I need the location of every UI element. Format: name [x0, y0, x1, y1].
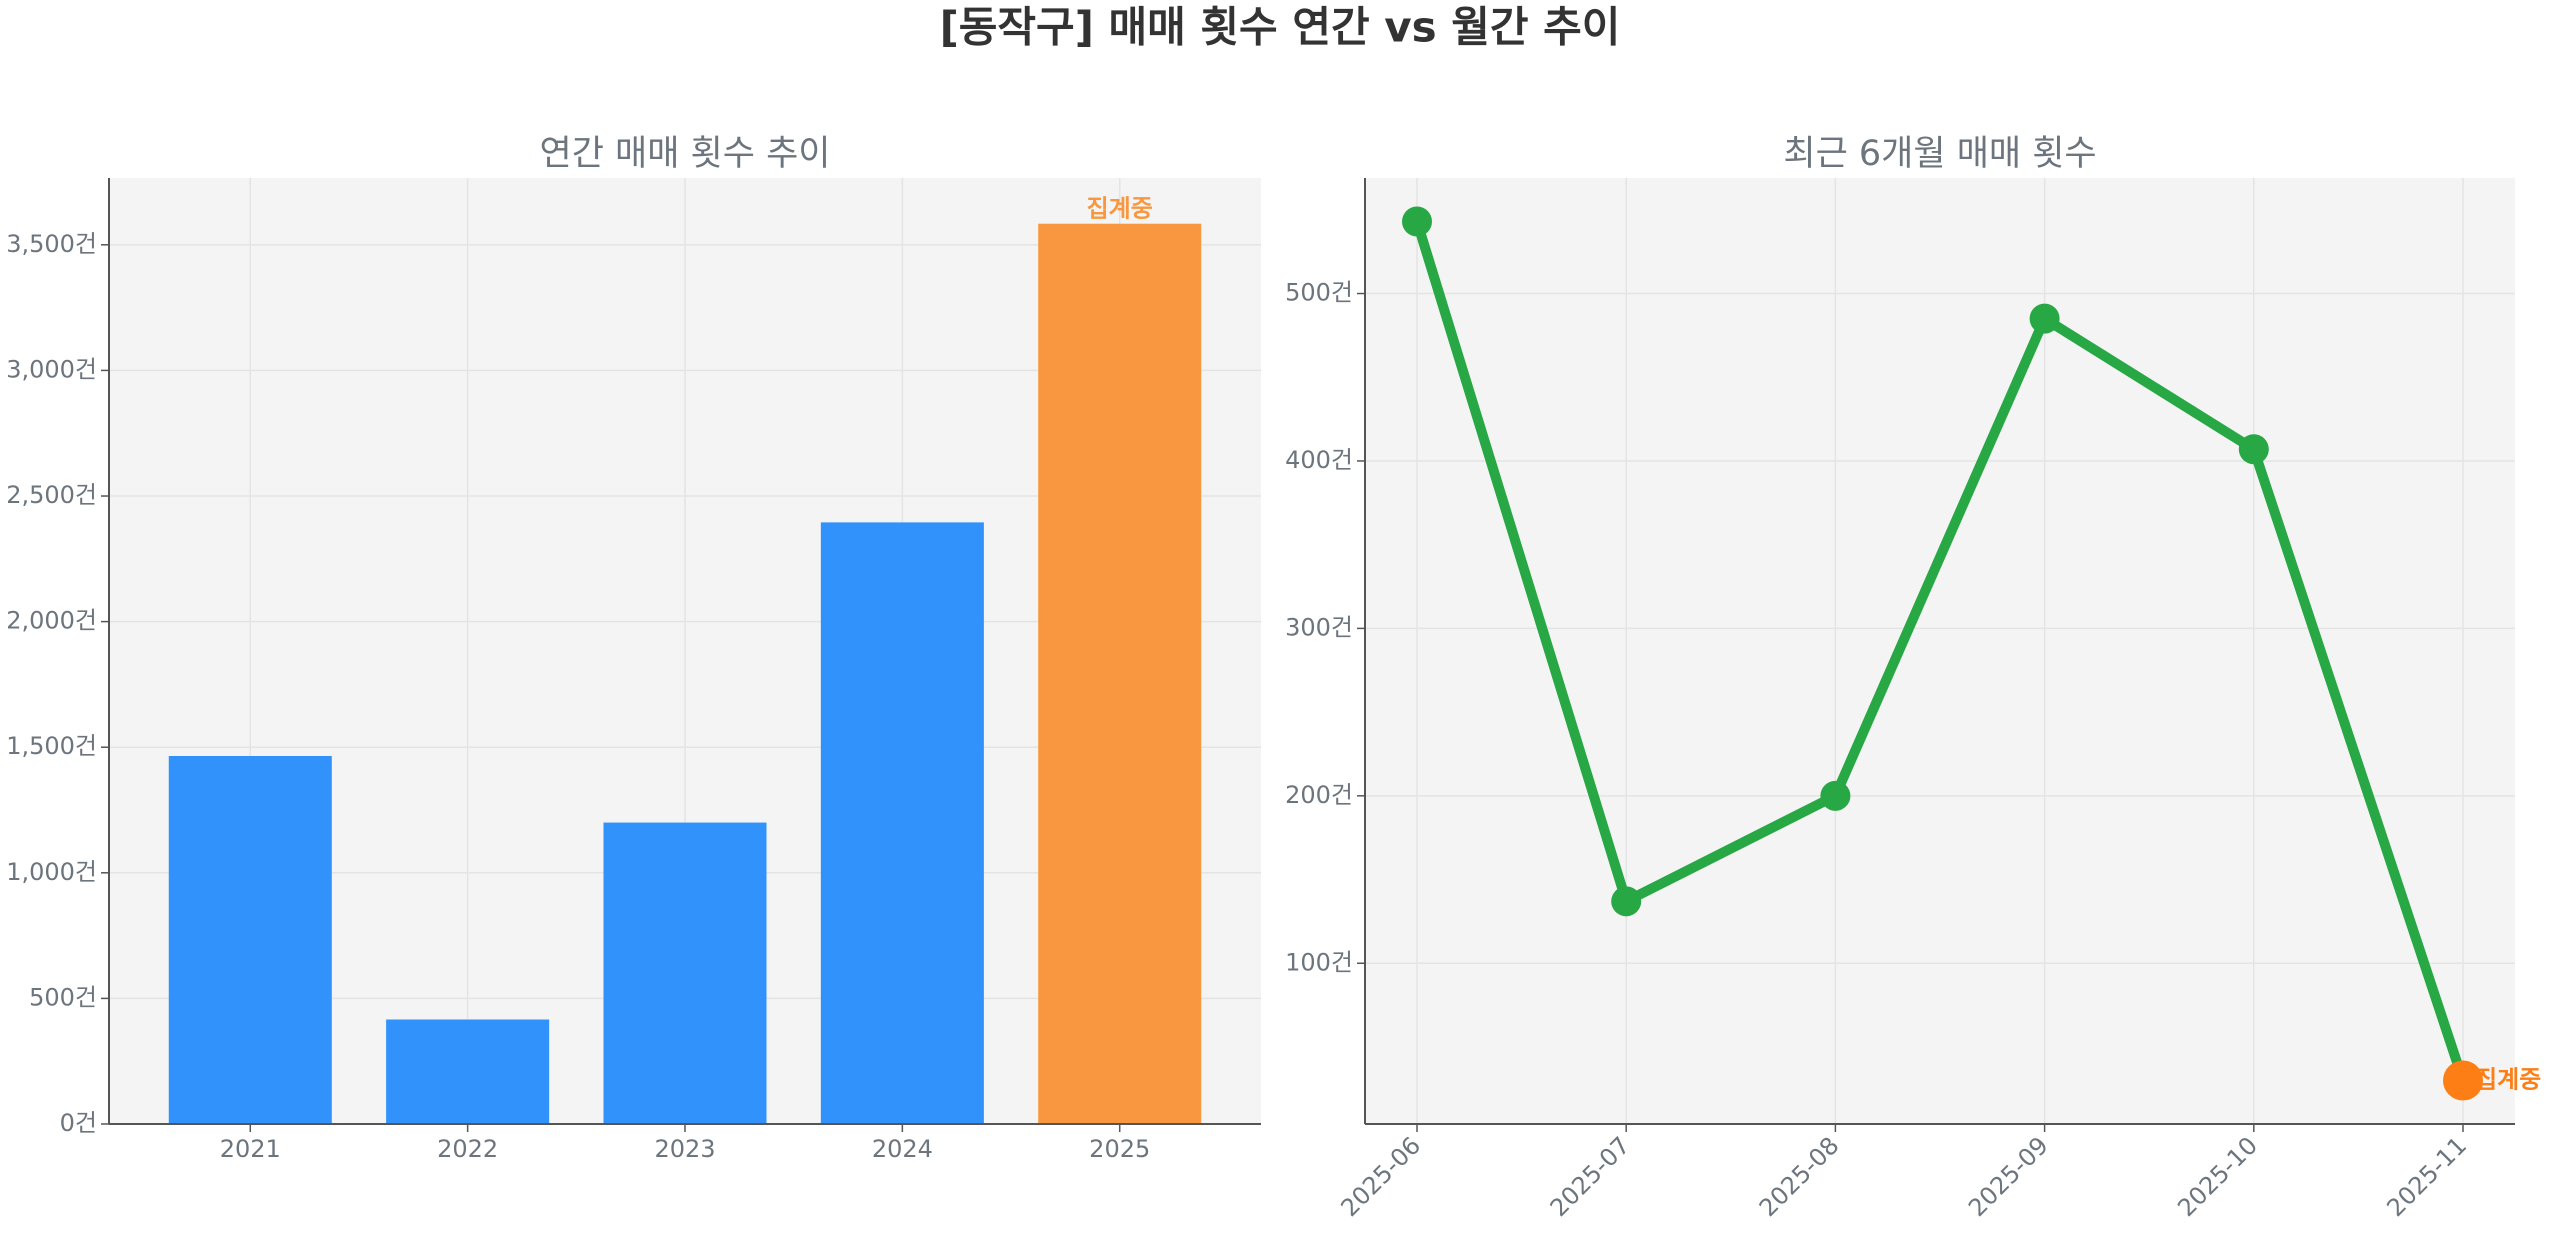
- y-tick-label: 500건: [29, 983, 97, 1011]
- x-tick-label: 2025-08: [1754, 1131, 1845, 1222]
- y-tick-label: 2,000건: [6, 607, 97, 635]
- annotation: 집계중: [1087, 195, 1153, 223]
- bar: [1038, 223, 1202, 1124]
- x-tick-label: 2021: [220, 1135, 281, 1163]
- bar: [386, 1019, 550, 1124]
- y-tick-label: 3,000건: [6, 355, 97, 383]
- y-tick-label: 300건: [1285, 613, 1353, 641]
- y-tick-label: 500건: [1285, 279, 1353, 307]
- bar: [820, 522, 984, 1124]
- y-tick-label: 200건: [1285, 781, 1353, 809]
- y-tick-label: 1,000건: [6, 858, 97, 886]
- point: [1611, 886, 1642, 917]
- x-tick-label: 2025: [1089, 1135, 1150, 1163]
- chart-title: 연간 매매 횟수 추이: [540, 134, 831, 174]
- y-tick-label: 2,500건: [6, 481, 97, 509]
- point: [2238, 434, 2269, 465]
- x-tick-label: 2025-09: [1963, 1131, 2054, 1222]
- y-tick-label: 3,500건: [6, 230, 97, 258]
- plot-background: [1365, 178, 2515, 1124]
- y-tick-label: 400건: [1285, 446, 1353, 474]
- line: [1412, 220, 2468, 1083]
- x-tick-label: 2025-10: [2172, 1131, 2263, 1222]
- x-tick-label: 2024: [872, 1135, 933, 1163]
- y-tick-label: 0건: [60, 1109, 97, 1137]
- annotation: 집계중: [2475, 1065, 2541, 1093]
- x-tick-label: 2025-11: [2381, 1131, 2472, 1222]
- chart-title: 최근 6개월 매매 횟수: [1783, 134, 2096, 174]
- y-tick-label: 1,500건: [6, 732, 97, 760]
- bar: [603, 822, 767, 1124]
- point: [1402, 206, 1432, 237]
- figure-title: [동작구] 매매 횟수 연간 vs 월간 추이: [940, 3, 1621, 52]
- x-tick-label: 2022: [437, 1135, 498, 1163]
- point: [1820, 780, 1851, 811]
- x-tick-label: 2025-07: [1545, 1131, 1636, 1222]
- x-tick-label: 2023: [654, 1135, 715, 1163]
- x-tick-label: 2025-06: [1335, 1131, 1426, 1222]
- point: [2443, 1060, 2483, 1101]
- y-tick-label: 100건: [1285, 948, 1353, 976]
- bar: [168, 755, 332, 1124]
- point: [2029, 303, 2060, 334]
